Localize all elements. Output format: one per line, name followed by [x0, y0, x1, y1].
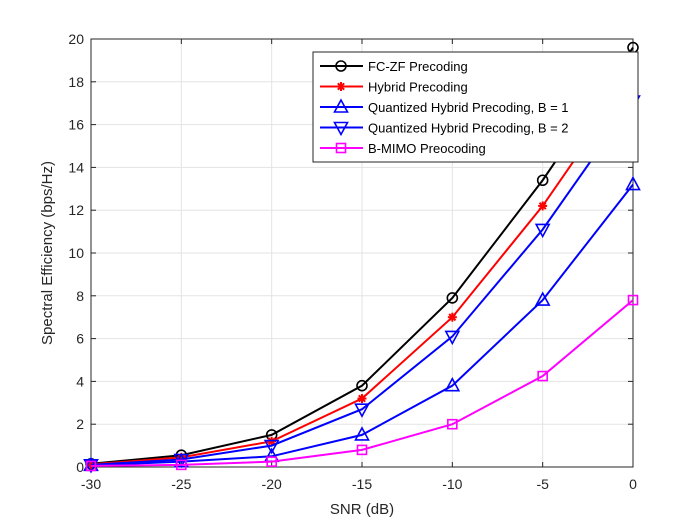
- legend-label: FC-ZF Precoding: [368, 59, 468, 74]
- y-axis-title: Spectral Efficiency (bps/Hz): [39, 161, 56, 345]
- y-tick-label: 4: [76, 373, 84, 389]
- legend-marker: [333, 121, 349, 137]
- data-point-marker: [447, 312, 457, 322]
- y-tick-label: 8: [76, 288, 84, 304]
- legend-marker: [335, 142, 347, 154]
- legend-marker: [336, 82, 346, 91]
- data-point-marker: [356, 379, 368, 392]
- data-point-marker: [444, 330, 461, 346]
- x-tick-label: -30: [81, 476, 101, 492]
- data-point-marker: [538, 201, 548, 211]
- data-point-marker: [354, 426, 370, 441]
- data-point-marker: [176, 459, 187, 471]
- data-point-marker: [447, 418, 458, 430]
- data-point-marker: [537, 370, 548, 382]
- data-point-marker: [625, 175, 641, 191]
- x-tick-label: -25: [171, 476, 191, 492]
- legend-label: Hybrid Precoding: [368, 80, 468, 95]
- x-axis-title: SNR (dB): [330, 501, 394, 518]
- y-tick-label: 10: [68, 245, 84, 261]
- data-point-marker: [446, 292, 459, 304]
- legend-label: Quantized Hybrid Precoding, B = 1: [368, 100, 569, 115]
- legend-entry: Quantized Hybrid Precoding, B = 2: [320, 121, 569, 137]
- data-point-marker: [357, 394, 367, 404]
- data-point-marker: [263, 439, 280, 455]
- series-line: [90, 100, 634, 466]
- y-tick-label: 14: [68, 159, 84, 175]
- legend-box: [312, 51, 639, 163]
- data-point-marker: [266, 456, 277, 467]
- legend-entry: Quantized Hybrid Precoding, B = 1: [320, 98, 569, 115]
- y-tick-label: 18: [68, 74, 84, 90]
- y-tick-label: 2: [76, 416, 84, 432]
- data-point-marker: [534, 291, 551, 306]
- legend-entry: B-MIMO Preocoding: [320, 141, 486, 156]
- x-tick-label: -10: [442, 476, 462, 492]
- axis-ticks: -30 -25 -20 -15 -10 -5 0 0 2 4 6 8 10 12 14 16 18 20: [68, 31, 637, 492]
- data-point-marker: [534, 223, 551, 239]
- legend: FC-ZF Precoding Hybrid Precoding Quantized…: [312, 51, 639, 163]
- data-point-marker: [356, 444, 368, 456]
- legend-marker: [335, 60, 347, 72]
- legend-label: Quantized Hybrid Precoding, B = 2: [368, 121, 569, 136]
- data-point-marker: [536, 174, 549, 187]
- legend-label: B-MIMO Preocoding: [368, 141, 486, 156]
- data-point-marker: [444, 377, 461, 392]
- data-point-marker: [85, 460, 97, 472]
- series-5: [85, 294, 639, 472]
- legend-marker: [333, 98, 349, 113]
- data-point-marker: [627, 294, 639, 306]
- legend-entry: FC-ZF Precoding: [320, 59, 468, 74]
- x-tick-label: -15: [352, 476, 372, 492]
- legend-entry: Hybrid Precoding: [320, 80, 468, 95]
- y-tick-label: 16: [68, 117, 84, 133]
- y-tick-label: 6: [76, 331, 84, 347]
- x-tick-label: 0: [629, 476, 637, 492]
- series-line: [90, 299, 634, 467]
- x-tick-label: -5: [536, 476, 549, 492]
- x-tick-label: -20: [262, 476, 282, 492]
- y-tick-label: 12: [68, 202, 84, 218]
- y-tick-label: 0: [76, 459, 84, 475]
- data-point-marker: [354, 403, 370, 418]
- y-tick-label: 20: [68, 31, 84, 47]
- series-group: [83, 41, 641, 474]
- series-line: [90, 183, 634, 467]
